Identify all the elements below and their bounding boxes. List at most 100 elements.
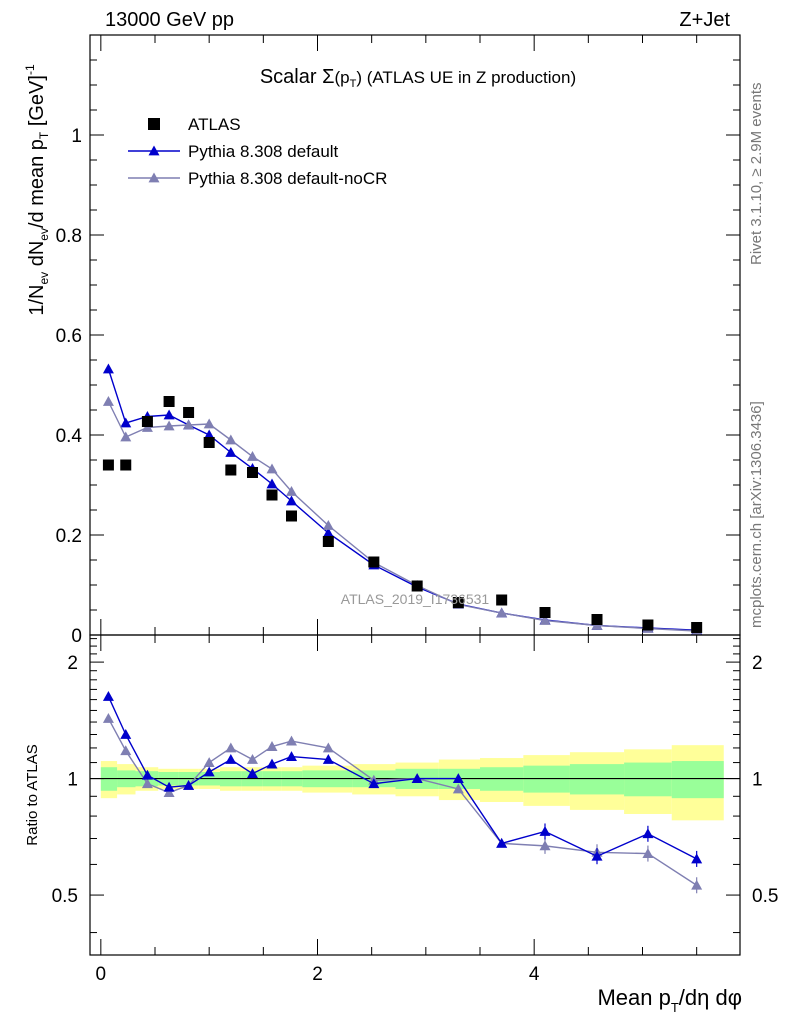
ratio-series-point [322,742,334,753]
ratio-series-point [496,837,508,848]
legend-entry-label: Pythia 8.308 default [188,142,339,161]
atlas-data-point [322,536,334,547]
main-series-point [120,417,132,428]
x-tick-label: 2 [312,964,323,985]
atlas-data-point [163,396,175,407]
ratio-y-tick-label-right: 2 [752,653,763,674]
main-y-tick-label: 0 [71,626,82,647]
ratio-series-point [120,745,132,756]
main-series-point [286,486,297,496]
legend: ATLAS Pythia 8.308 default Pythia 8.308 de… [128,115,387,188]
ratio-series-point [691,879,703,890]
ratio-series-point [539,825,551,836]
ratio-series-point [452,773,464,783]
ratio-series-point [266,741,278,751]
main-y-tick-label: 0.4 [56,426,83,447]
ratio-series-point [163,787,175,797]
ratio-series-point [411,773,423,783]
main-y-axis-label: 1/Nev dNev/d mean pT [GeV]-1 [23,64,51,316]
atlas-data-point [642,619,654,631]
main-plot-layer [102,363,703,636]
atlas-data-point [691,622,703,633]
atlas-data-point [120,459,132,471]
main-series-point [203,429,215,440]
main-series-point [247,451,258,461]
main-series-point [225,447,237,457]
main-series-point [163,409,175,420]
main-series-point [102,396,114,406]
atlas-data-point [539,607,551,618]
ratio-axis-ticks: 0.5 0.5 1 1 2 2 0 2 4 [52,635,778,985]
ratio-series-point [286,751,297,761]
rivet-label: Rivet 3.1.10, ≥ 2.9M events [748,83,765,266]
ratio-series-point [452,783,464,794]
ratio-series-point [183,779,195,790]
ratio-series-point [141,778,153,789]
ratio-series-point [120,728,132,739]
ratio-series-point [266,758,278,769]
legend-entry-label: Pythia 8.308 default-noCR [188,169,387,188]
ratio-series-point [591,850,603,861]
ratio-plot-layer [90,690,740,894]
x-axis-label: Mean pT/dη dφ [597,985,742,1015]
atlas-data-point [102,459,114,471]
ratio-green-band [569,764,625,795]
ratio-series-point [247,768,258,779]
atlas-data-point [141,416,153,427]
ratio-series-point [642,828,654,839]
main-series-point [225,434,237,445]
ratio-series-point [203,757,215,767]
ratio-green-band [624,762,672,797]
atlas-data-point [496,594,508,606]
ratio-series-point [368,778,380,789]
main-series-point [266,478,278,489]
atlas-data-point [247,467,258,478]
ratio-panel-frame [89,634,741,956]
atlas-data-point [183,407,195,418]
legend-marker-triangle [148,145,160,156]
main-y-tick-label: 1 [71,126,82,147]
atlas-data-point [286,510,297,522]
main-series-point [183,419,195,430]
ratio-series-point [102,690,114,701]
atlas-data-point [452,597,464,608]
atlas-data-point [266,489,278,501]
process-label: Z+Jet [679,9,730,31]
main-y-tick-label: 0.2 [56,526,82,547]
main-series-point [203,418,215,429]
main-series-point [322,520,334,530]
main-y-tick-label: 0.8 [56,226,82,247]
ratio-series-point [203,766,215,777]
ratio-y-axis-label: Ratio to ATLAS [24,744,41,845]
ratio-series-point [247,754,258,764]
ratio-series-point [102,712,114,723]
ratio-series-point [225,754,237,764]
main-series-point [163,420,175,431]
main-series-point [539,615,551,625]
ratio-series-point [286,735,297,746]
main-series-point [120,431,132,442]
ratio-y-tick-label: 1 [67,770,78,791]
ratio-y-tick-label: 0.5 [52,886,78,907]
main-y-tick-label: 0.6 [56,326,82,347]
ratio-y-tick-label: 2 [67,653,78,674]
energy-label: 13000 GeV pp [105,9,234,31]
source-label: mcplots.cern.ch [arXiv:1306.3436] [748,401,765,628]
analysis-watermark: ATLAS_2019_I1736531 [341,591,490,607]
ratio-green-band [671,761,724,799]
atlas-data-point [203,437,215,448]
ratio-series-point [225,742,237,753]
ratio-series-point [141,769,153,780]
ratio-series-point [691,853,703,864]
atlas-data-point [411,580,423,592]
atlas-data-point [368,556,380,568]
ratio-series-point [322,754,334,764]
x-tick-label: 4 [529,964,540,985]
ratio-y-tick-label-right: 0.5 [752,886,778,907]
ratio-series-point [642,848,654,858]
main-series-point [102,363,114,374]
atlas-data-point [591,614,603,625]
x-tick-label: 0 [96,964,107,985]
legend-marker-square [148,118,160,130]
main-axis-ticks: 0 0.2 0.4 0.6 0.8 1 [56,35,740,647]
